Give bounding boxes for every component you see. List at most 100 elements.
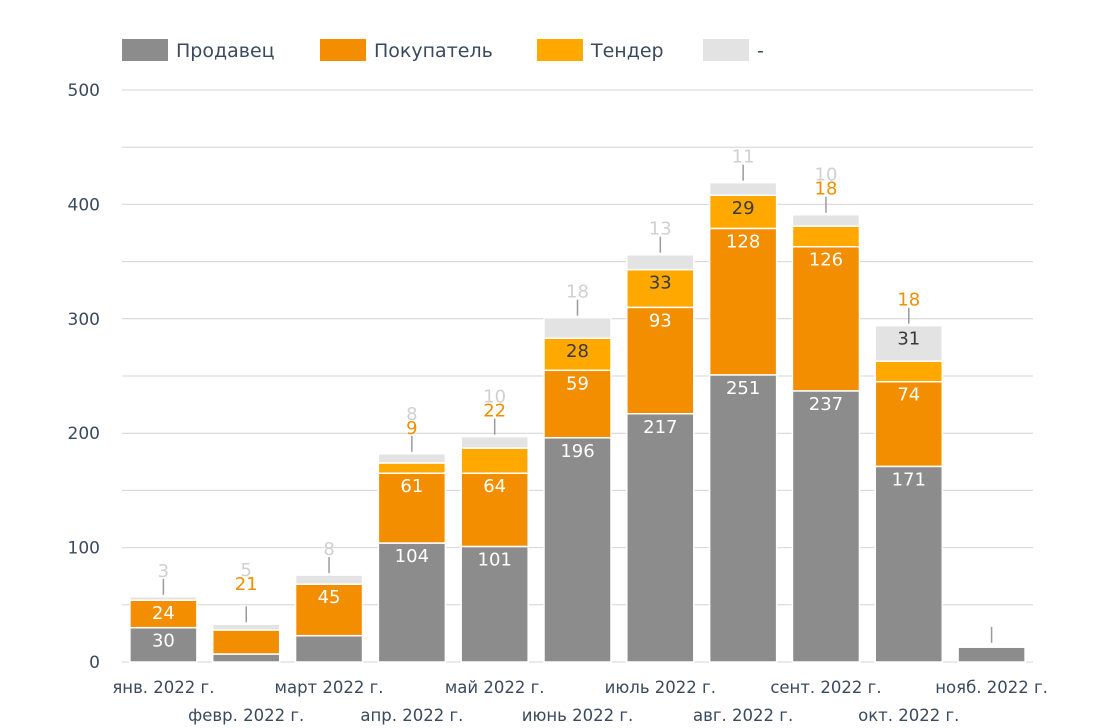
x-tick-label: февр. 2022 г. (188, 706, 304, 725)
data-label: 251 (726, 378, 760, 399)
data-label: 18 (566, 282, 589, 303)
bar-segment (874, 324, 944, 362)
data-label: 45 (318, 587, 341, 608)
data-label: 128 (726, 231, 760, 252)
data-label: 33 (649, 273, 672, 294)
data-label: 31 (897, 329, 920, 350)
legend-swatch (537, 39, 583, 61)
data-label: 8 (323, 539, 334, 560)
bar-segment (294, 583, 364, 637)
bar-segment (129, 599, 198, 629)
bar-segment (626, 413, 695, 663)
y-tick-label: 0 (89, 653, 100, 673)
legend-label: - (757, 40, 764, 62)
x-tick-label: май 2022 г. (445, 678, 545, 697)
bar-segment (708, 227, 778, 376)
legend-label: Продавец (176, 40, 275, 62)
bar-segment (874, 465, 944, 663)
bar-segment (791, 390, 861, 663)
x-tick-label: июнь 2022 г. (522, 706, 634, 725)
legend-swatch (703, 39, 749, 61)
legend-swatch (320, 39, 366, 61)
bar-segment (791, 213, 861, 227)
legend-label: Тендер (590, 40, 664, 62)
y-tick-label: 400 (68, 195, 100, 215)
bar-segment (460, 435, 529, 449)
bar-segment (377, 472, 447, 544)
data-label: 104 (395, 546, 429, 567)
bar-segment (460, 447, 529, 474)
x-tick-label: сент. 2022 г. (770, 678, 881, 697)
bar-segment (626, 306, 695, 415)
data-label: 126 (809, 250, 843, 271)
data-label: 18 (897, 290, 920, 311)
x-tick-label: янв. 2022 г. (112, 678, 214, 697)
bar-segment (791, 225, 861, 248)
bar-segment (626, 253, 695, 271)
bar-segment (129, 596, 198, 601)
bar-segment (460, 545, 529, 663)
data-label: 61 (400, 476, 423, 497)
data-label: 29 (732, 198, 755, 219)
bar-segment (211, 629, 281, 655)
bar-segment (377, 462, 447, 474)
bar-segment (543, 337, 612, 372)
y-tick-label: 500 (68, 81, 100, 101)
bar-segment (791, 245, 861, 392)
legend-label: Покупатель (374, 40, 493, 62)
data-label: 217 (643, 417, 677, 438)
bar-segment (874, 380, 944, 468)
data-label: 11 (732, 147, 755, 168)
data-label: 18 (815, 179, 838, 200)
bar-segment (211, 653, 281, 663)
bar-segment (874, 360, 944, 383)
legend-swatch (122, 39, 168, 61)
data-label: 93 (649, 310, 672, 331)
x-tick-label: авг. 2022 г. (693, 706, 793, 725)
data-label: 24 (152, 603, 175, 624)
bar-segment (708, 374, 778, 663)
data-label: 13 (649, 219, 672, 240)
data-label: 10 (815, 165, 838, 186)
bar-segment (957, 646, 1026, 663)
bar-segment (543, 437, 612, 663)
data-label: 8 (406, 404, 417, 425)
data-label: 101 (478, 549, 512, 570)
x-tick-label: март 2022 г. (275, 678, 384, 697)
data-label: 22 (483, 401, 506, 422)
bar-segment (708, 181, 778, 196)
bar-segment (294, 634, 364, 663)
y-tick-label: 200 (68, 424, 100, 444)
data-label: 9 (406, 418, 417, 439)
data-label: 10 (483, 387, 506, 408)
bar-segment (543, 369, 612, 439)
data-label: 21 (235, 574, 258, 595)
bar-segment (211, 623, 281, 631)
y-tick-label: 300 (68, 310, 100, 330)
bar-segment (377, 542, 447, 663)
bar-segment (460, 472, 529, 548)
x-tick-label: окт. 2022 г. (858, 706, 959, 725)
data-label: 28 (566, 341, 589, 362)
data-label: 64 (483, 476, 506, 497)
data-label: 30 (152, 631, 175, 652)
data-label: 7 (241, 588, 252, 609)
data-label: 237 (809, 394, 843, 415)
x-tick-label: июль 2022 г. (605, 678, 716, 697)
x-tick-label: апр. 2022 г. (360, 706, 463, 725)
bar-segment (294, 574, 364, 585)
data-label: 59 (566, 373, 589, 394)
data-label: 5 (241, 560, 252, 581)
data-label: 171 (892, 469, 926, 490)
bar-segment (543, 316, 612, 339)
y-tick-label: 100 (68, 539, 100, 559)
data-label: 3 (158, 561, 169, 582)
bar-segment (377, 453, 447, 464)
data-label: 196 (560, 441, 594, 462)
bar-segment (129, 626, 198, 663)
x-tick-label: нояб. 2022 г. (935, 678, 1048, 697)
data-label: 74 (897, 385, 920, 406)
data-label: 13 (980, 609, 1003, 630)
